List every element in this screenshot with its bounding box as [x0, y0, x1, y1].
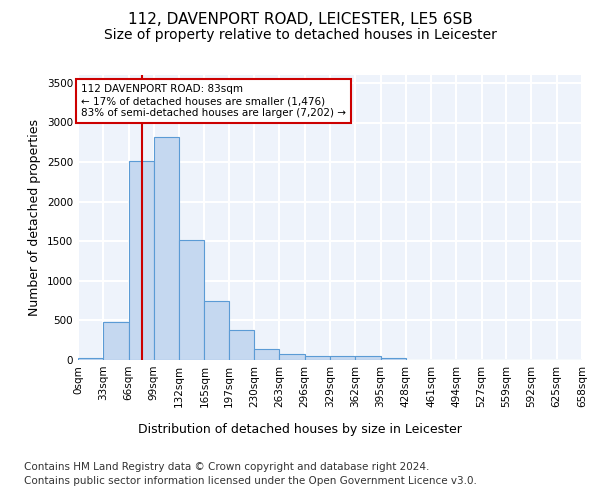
Bar [330, 356, 355, 360]
Text: 112, DAVENPORT ROAD, LEICESTER, LE5 6SB: 112, DAVENPORT ROAD, LEICESTER, LE5 6SB [128, 12, 472, 28]
Bar [103, 322, 128, 360]
Bar [280, 354, 305, 360]
Bar [355, 356, 380, 360]
Text: Contains HM Land Registry data © Crown copyright and database right 2024.: Contains HM Land Registry data © Crown c… [24, 462, 430, 472]
Bar [128, 162, 154, 360]
Text: Contains public sector information licensed under the Open Government Licence v3: Contains public sector information licen… [24, 476, 477, 486]
Text: Size of property relative to detached houses in Leicester: Size of property relative to detached ho… [104, 28, 496, 42]
Bar [78, 358, 103, 360]
Bar [254, 349, 280, 360]
Text: 112 DAVENPORT ROAD: 83sqm
← 17% of detached houses are smaller (1,476)
83% of se: 112 DAVENPORT ROAD: 83sqm ← 17% of detac… [81, 84, 346, 117]
Bar [154, 136, 179, 360]
Bar [380, 358, 406, 360]
Y-axis label: Number of detached properties: Number of detached properties [28, 119, 41, 316]
Bar [205, 300, 229, 360]
Text: Distribution of detached houses by size in Leicester: Distribution of detached houses by size … [138, 422, 462, 436]
Bar [179, 240, 205, 360]
Bar [229, 330, 254, 360]
Bar [305, 356, 330, 360]
